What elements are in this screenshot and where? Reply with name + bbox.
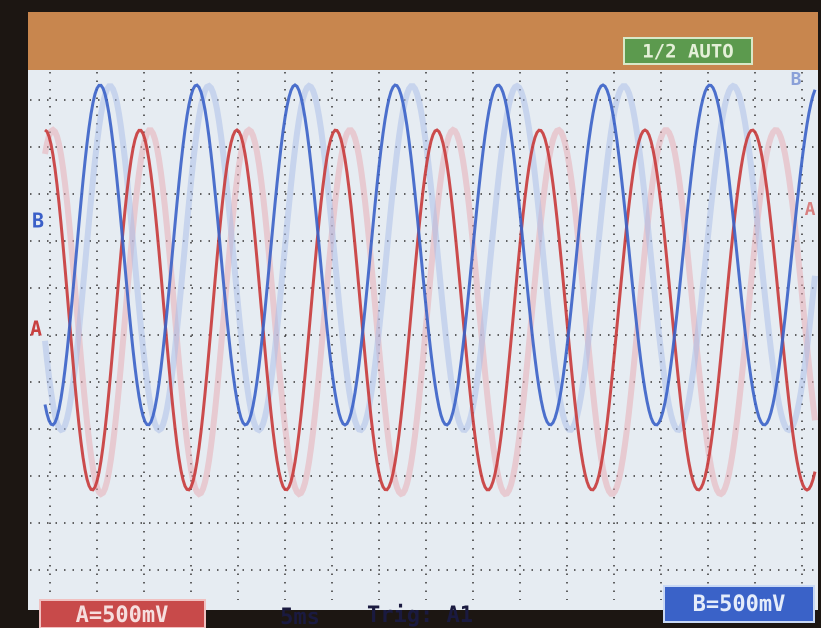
channel-b-scale: B=500mV [693, 592, 786, 617]
waveforms [42, 82, 818, 498]
mode-badge [623, 37, 753, 65]
channel-a-right-marker: A [805, 199, 816, 220]
trigger: Trig: A1 [367, 603, 473, 628]
trace [44, 128, 817, 492]
timebase: 5ms [280, 605, 320, 628]
trace [42, 82, 818, 434]
trace [43, 83, 817, 427]
trace [42, 126, 818, 498]
channel-b-scale-box [663, 585, 815, 623]
channel-b-marker: B [32, 209, 44, 233]
channel-a-scale: A=500mV [76, 603, 169, 628]
channel-b-right-marker: B [791, 69, 802, 90]
channel-a-scale-box [39, 599, 206, 628]
mode-label: 1/2 AUTO [642, 41, 734, 63]
channel-a-marker: A [30, 317, 42, 341]
